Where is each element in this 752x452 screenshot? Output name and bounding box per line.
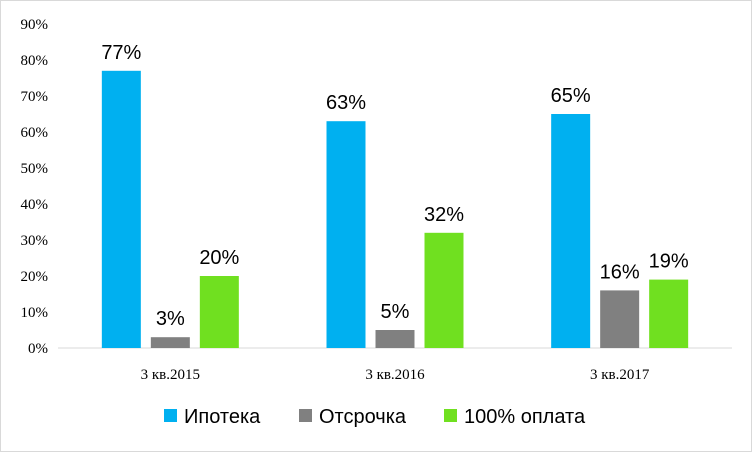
legend-label: 100% оплата <box>464 406 586 428</box>
bar <box>551 114 591 348</box>
x-axis: 3 кв.2015 3 кв.2016 3 кв.2017 <box>58 347 732 383</box>
legend-swatch <box>444 409 457 422</box>
bar <box>199 276 239 348</box>
bars <box>101 70 689 349</box>
data-label: 19% <box>649 251 689 273</box>
y-tick-label: 90% <box>21 17 49 33</box>
data-label: 63% <box>326 92 366 114</box>
bar <box>101 70 141 349</box>
data-label: 32% <box>424 204 464 226</box>
bar <box>424 232 464 348</box>
x-tick-label: 3 кв.2015 <box>141 367 200 383</box>
data-label: 3% <box>156 308 185 330</box>
y-tick-label: 30% <box>21 233 49 249</box>
y-tick-label: 70% <box>21 89 49 105</box>
legend-swatch <box>164 409 177 422</box>
data-label: 77% <box>101 42 141 64</box>
bar <box>600 290 640 348</box>
data-label: 65% <box>551 85 591 107</box>
x-tick-label: 3 кв.2016 <box>365 367 425 383</box>
y-tick-label: 20% <box>21 269 49 285</box>
bar <box>375 330 415 348</box>
x-tick-label: 3 кв.2017 <box>590 367 650 383</box>
y-tick-label: 40% <box>21 197 49 213</box>
data-label: 16% <box>600 261 640 283</box>
bar <box>150 337 190 348</box>
data-labels: 77% 3% 20% 63% 5% 32% 65% 16% 19% <box>101 42 689 330</box>
legend-swatch <box>299 409 312 422</box>
legend: Ипотека Отсрочка 100% оплата <box>164 406 586 428</box>
data-label: 5% <box>381 301 410 323</box>
bar <box>649 279 689 348</box>
legend-label: Отсрочка <box>319 406 407 428</box>
y-tick-label: 0% <box>28 341 48 357</box>
y-tick-label: 10% <box>21 305 49 321</box>
data-label: 20% <box>199 247 239 269</box>
y-tick-label: 50% <box>21 161 49 177</box>
bar <box>326 121 366 348</box>
y-tick-label: 60% <box>21 125 49 141</box>
y-tick-label: 80% <box>21 53 49 69</box>
y-axis: 0% 10% 20% 30% 40% 50% 60% 70% 80% 90% <box>21 17 49 357</box>
legend-label: Ипотека <box>184 406 261 428</box>
